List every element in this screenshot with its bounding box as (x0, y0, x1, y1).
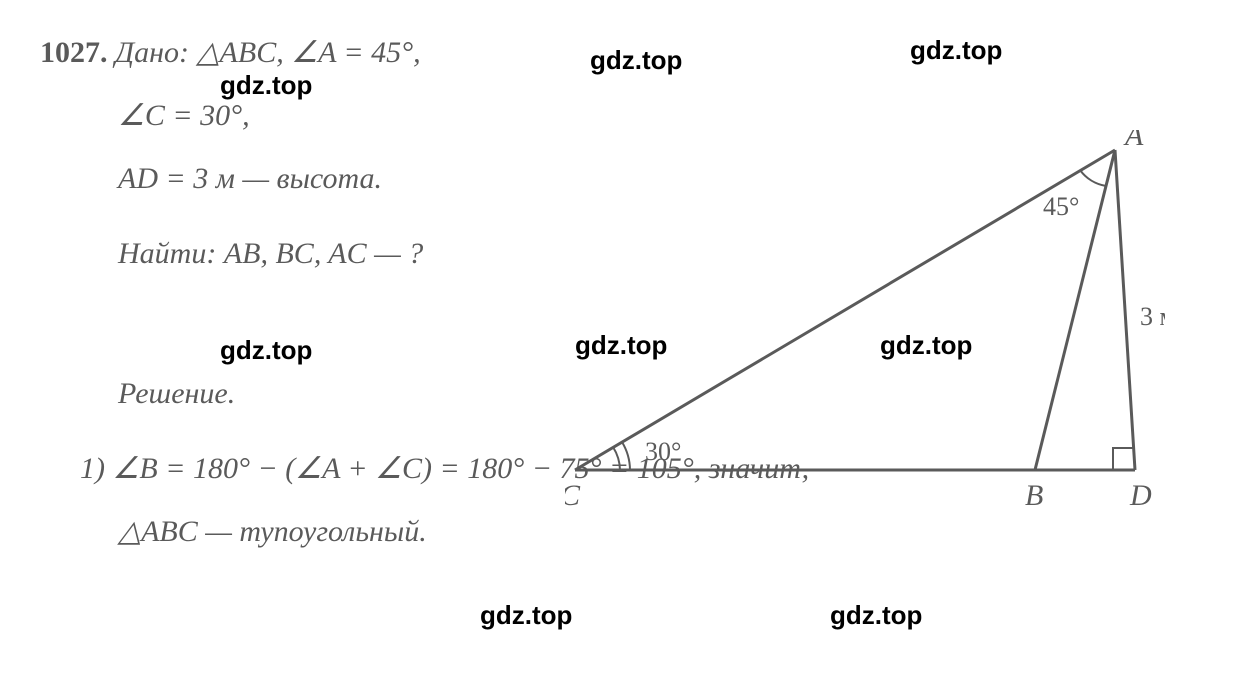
vertex-c-label: C (565, 479, 581, 510)
triangle-svg: A B C D 45° 30° 3 м (565, 130, 1165, 510)
step1-cont-text: △ABC — тупоугольный. (118, 515, 427, 548)
watermark-6: gdz.top (880, 330, 972, 361)
watermark-2: gdz.top (590, 45, 682, 76)
given-ad: AD = 3 м — высота. (118, 162, 382, 195)
given-prefix: Дано: (115, 36, 189, 69)
find-items: AB, BC, AC — ? (224, 237, 423, 270)
watermark-4: gdz.top (220, 335, 312, 366)
angle-c-label: 30° (645, 437, 681, 466)
step-1-cont: △ABC — тупоугольный. (40, 509, 1195, 554)
watermark-8: gdz.top (830, 600, 922, 631)
given-triangle: △ABC, ∠A = 45°, (196, 36, 420, 69)
given-c: ∠C = 30°, (118, 99, 250, 132)
line-ca (575, 150, 1115, 470)
side-ad-label: 3 м (1140, 302, 1165, 331)
find-label: Найти: (118, 237, 216, 270)
angle-c-arc-1 (613, 447, 620, 470)
watermark-1: gdz.top (220, 70, 312, 101)
angle-a-arc (1080, 170, 1106, 186)
watermark-7: gdz.top (480, 600, 572, 631)
watermark-3: gdz.top (910, 35, 1002, 66)
triangle-diagram: A B C D 45° 30° 3 м (565, 130, 1165, 510)
watermark-5: gdz.top (575, 330, 667, 361)
vertex-d-label: D (1129, 479, 1152, 510)
angle-c-arc-2 (622, 442, 630, 470)
angle-a-label: 45° (1043, 192, 1079, 221)
vertex-b-label: B (1025, 479, 1043, 510)
problem-number: 1027. (40, 36, 108, 69)
right-angle-marker (1113, 448, 1135, 470)
line-ad (1115, 150, 1135, 470)
page-content: 1027. Дано: △ABC, ∠A = 45°, ∠C = 30°, AD… (40, 30, 1195, 646)
vertex-a-label: A (1123, 130, 1144, 152)
